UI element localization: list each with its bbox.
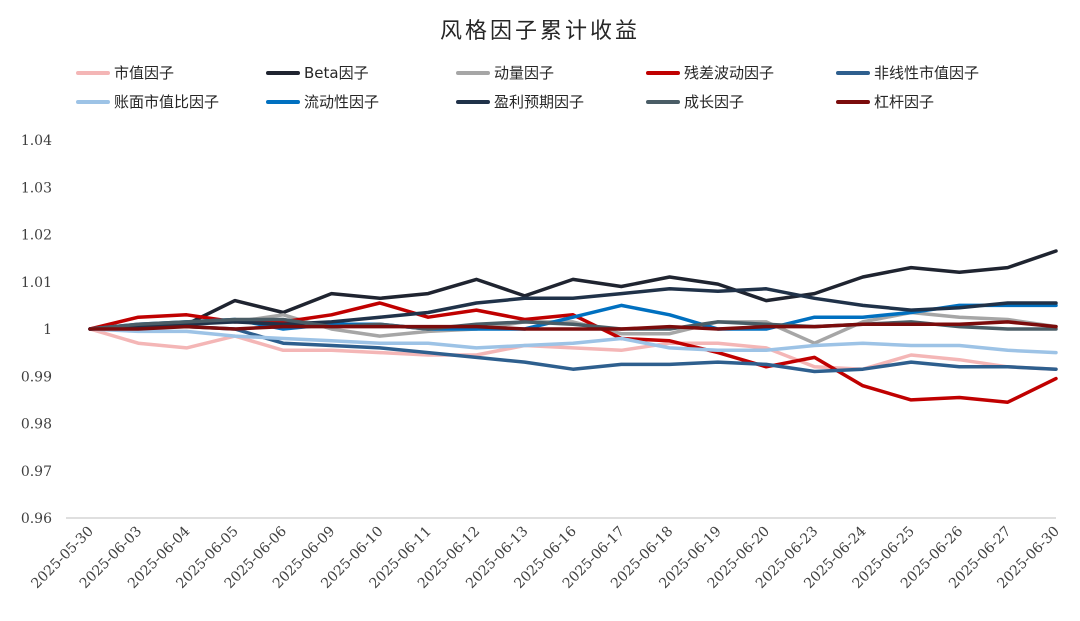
series-line-8 [88,287,1058,331]
x-axis: 2025-05-302025-06-032025-06-042025-06-05… [28,517,1063,592]
y-tick-label: 1.02 [21,228,52,244]
legend-label: 盈利预期因子 [494,93,584,111]
y-tick-label: 1 [43,322,52,338]
legend-label: 账面市值比因子 [114,93,219,111]
y-axis: 0.96 0.97 0.98 0.99 1 1.01 1.02 1.03 1.04 [21,133,52,527]
legend-label: Beta因子 [304,64,369,82]
y-tick-label: 0.96 [21,511,52,527]
legend-label: 残差波动因子 [684,64,774,82]
series-line-2 [88,249,1058,331]
series-line-6 [88,327,1058,355]
legend-label: 动量因子 [494,64,554,82]
legend-label: 流动性因子 [304,93,379,111]
y-tick-label: 1.04 [21,133,52,149]
legend-label: 市值因子 [114,64,174,82]
series-line-10 [88,320,1058,331]
y-tick-label: 0.98 [21,417,52,433]
y-tick-label: 0.97 [21,464,52,480]
legend-label: 非线性市值因子 [874,64,979,82]
series-line-5 [88,324,1058,374]
y-tick-label: 1.01 [21,275,52,291]
series-line-1 [88,327,1058,371]
chart-title: 风格因子累计收益 [440,19,640,44]
y-tick-label: 0.99 [21,369,52,385]
legend-label: 成长因子 [684,93,744,111]
legend-label: 杠杆因子 [874,93,934,111]
series-lines [88,249,1058,404]
y-tick-label: 1.03 [21,180,52,196]
